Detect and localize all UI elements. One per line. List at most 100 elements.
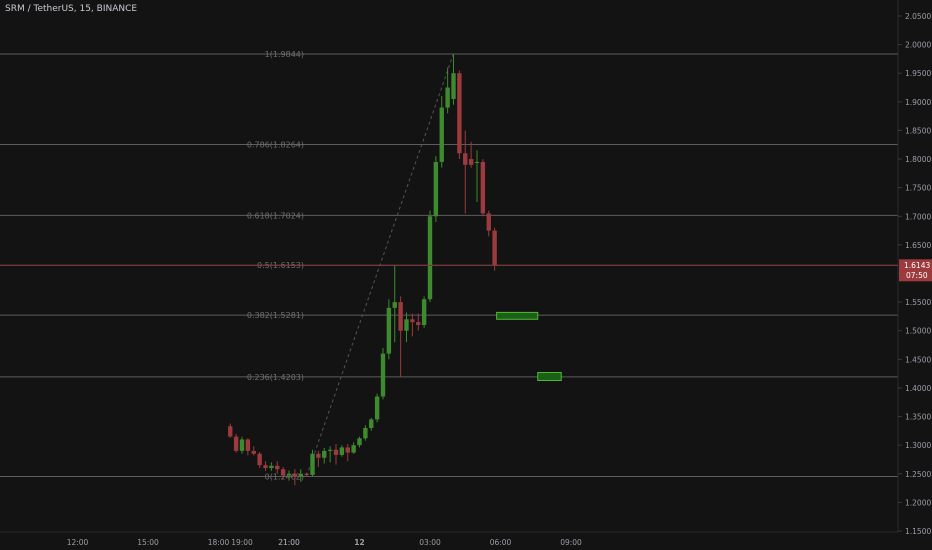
candle-body — [445, 87, 450, 108]
target-zones[interactable] — [496, 311, 562, 382]
candle — [286, 470, 292, 481]
time-tick-label: 21:00 — [278, 538, 300, 547]
candle — [457, 70, 462, 160]
candle — [386, 299, 392, 360]
time-tick-label: 06:00 — [490, 538, 512, 547]
candle-body — [421, 299, 427, 325]
time-tick-label: 21:00 — [278, 538, 300, 547]
candle-body — [357, 438, 362, 446]
candle — [275, 461, 280, 474]
candle-body — [492, 230, 497, 266]
price-tick-label: 1.6500 — [905, 241, 931, 250]
candle-body — [486, 213, 491, 231]
candle-body — [257, 453, 262, 466]
candle — [239, 436, 245, 454]
candle — [257, 452, 262, 469]
last-price-value: 1.6143 — [904, 261, 930, 270]
price-axis[interactable]: 2.0500 2.0000 1.9500 1.9000 1.8500 1.8000 1.75… — [898, 12, 931, 536]
candle — [410, 313, 415, 337]
price-tick-label: 1.2500 — [905, 470, 931, 479]
candle — [445, 67, 450, 114]
fib-label-0-382: 0.382(1.5281) — [247, 311, 304, 320]
fib-label-0: 0(1.2462) — [265, 472, 304, 481]
candle-body — [233, 436, 239, 451]
candle — [486, 210, 491, 237]
candle-body — [410, 319, 415, 323]
candle — [280, 466, 286, 480]
candle — [363, 425, 368, 441]
candle-body — [374, 396, 380, 420]
candle — [245, 438, 251, 456]
time-tick-label: 19:00 — [231, 538, 253, 547]
price-tick-label: 1.9500 — [905, 69, 931, 78]
candle — [292, 469, 298, 486]
price-tick-label: 1.3500 — [905, 413, 931, 422]
time-tick-label: 15:00 — [137, 538, 159, 547]
candle-body — [433, 161, 439, 217]
candle — [427, 210, 433, 303]
candle-body — [251, 450, 256, 454]
time-tick-label: 12 — [354, 538, 364, 547]
candle — [369, 417, 374, 431]
candle-body — [427, 216, 433, 300]
last-price-countdown: 07:50 — [906, 271, 928, 280]
price-tick-label: 2.0000 — [905, 41, 931, 50]
candle — [451, 53, 456, 105]
candle-body — [339, 447, 345, 455]
candle — [480, 159, 486, 217]
candle — [474, 150, 480, 202]
candle-body — [468, 159, 474, 165]
symbol-title[interactable]: SRM / TetherUS, 15, BINANCE — [5, 4, 138, 14]
candle — [263, 461, 268, 471]
candle-body — [386, 307, 392, 354]
candle — [339, 445, 345, 457]
candle-body — [416, 322, 421, 325]
candle-body — [322, 450, 327, 458]
candle-body — [463, 153, 468, 165]
candle-body — [292, 473, 298, 477]
candle — [251, 446, 256, 456]
candle-body — [263, 465, 268, 469]
candle-body — [316, 453, 321, 458]
trend-line[interactable] — [306, 53, 454, 477]
candle-body — [286, 473, 292, 476]
candle — [468, 141, 474, 168]
candle — [404, 312, 409, 343]
candle-body — [228, 426, 233, 437]
price-tick-label: 1.2000 — [905, 498, 931, 507]
time-axis[interactable]: 19:00 21:00 12 03:00 06:00 09:00 12:00 15:00 18:… — [67, 538, 582, 547]
candles — [228, 53, 497, 486]
price-tick-label: 2.0500 — [905, 12, 931, 21]
target-zone-2[interactable] — [537, 371, 562, 382]
candle-body — [369, 419, 374, 428]
candle — [433, 156, 439, 222]
candle — [298, 469, 303, 482]
candle-body — [304, 473, 309, 475]
candle-body — [480, 161, 486, 214]
fib-label-1: 1(1.9844) — [265, 50, 304, 59]
time-tick-label: 18:00 — [208, 538, 230, 547]
target-zone-1[interactable] — [496, 311, 539, 320]
candle-body — [398, 302, 403, 331]
candle — [463, 130, 468, 214]
candle-body — [298, 473, 303, 477]
candle-body — [327, 449, 333, 451]
price-tick-label: 1.1500 — [905, 527, 931, 536]
candle-body — [310, 453, 315, 475]
fib-label-0-618: 0.618(1.7024) — [247, 211, 304, 220]
candle-body — [239, 439, 245, 451]
candle-body — [269, 465, 274, 469]
price-tick-label: 1.8500 — [905, 126, 931, 135]
candle-body — [351, 445, 356, 453]
candle-body — [380, 353, 386, 397]
time-tick-label: 09:00 — [560, 538, 582, 547]
candle — [316, 450, 321, 467]
price-tick-label: 1.7500 — [905, 184, 931, 193]
candle — [310, 449, 315, 477]
candle — [416, 313, 421, 331]
price-tick-label: 1.8000 — [905, 155, 931, 164]
trend-line-segment[interactable] — [306, 53, 454, 477]
